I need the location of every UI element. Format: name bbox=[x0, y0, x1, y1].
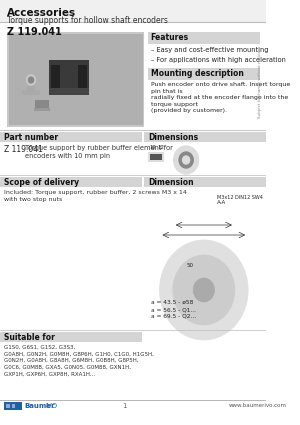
Text: 12: 12 bbox=[158, 145, 165, 150]
Text: Mounting description: Mounting description bbox=[151, 69, 244, 78]
Bar bbox=[145, 177, 266, 187]
Text: Subject to change without notice: Subject to change without notice bbox=[258, 50, 262, 118]
Bar bbox=[27, 86, 35, 90]
Text: Scope of delivery: Scope of delivery bbox=[4, 178, 79, 187]
Bar bbox=[51, 65, 60, 90]
Text: M3x12 DIN12 SW4: M3x12 DIN12 SW4 bbox=[217, 195, 263, 200]
Bar bbox=[0, 0, 266, 22]
Text: Torque supports for hollow shaft encoders: Torque supports for hollow shaft encoder… bbox=[7, 16, 168, 25]
Text: Part number: Part number bbox=[4, 133, 58, 142]
Bar bbox=[148, 152, 164, 162]
Text: a = 56.5 - Q1...: a = 56.5 - Q1... bbox=[151, 307, 196, 312]
Text: Included: Torque support, rubber buffer, 2 screws M3 x 14
with two stop nuts: Included: Torque support, rubber buffer,… bbox=[4, 190, 186, 201]
Bar bbox=[0, 332, 142, 342]
Text: Push encoder onto drive shaft. Insert torque pin that is
radially fixed at the e: Push encoder onto drive shaft. Insert to… bbox=[151, 82, 290, 113]
Text: Dimension: Dimension bbox=[148, 178, 194, 187]
Text: Suitable for: Suitable for bbox=[4, 333, 54, 342]
Bar bbox=[148, 68, 260, 80]
Circle shape bbox=[183, 156, 190, 164]
Circle shape bbox=[173, 255, 235, 325]
Text: 12: 12 bbox=[149, 145, 156, 150]
Bar bbox=[49, 60, 88, 95]
Bar bbox=[0, 177, 142, 187]
Text: a = 69.5 - Q2...: a = 69.5 - Q2... bbox=[151, 314, 196, 319]
Bar bbox=[22, 90, 40, 95]
Bar bbox=[145, 132, 266, 142]
Text: A-A: A-A bbox=[217, 200, 226, 205]
Circle shape bbox=[174, 146, 199, 174]
Text: – For applications with high acceleration: – For applications with high acceleratio… bbox=[151, 57, 286, 63]
Text: G1S0, G6S1, G1S2, G3S3,
G0A8H, G0N2H, G0M8H, G8P6H, G1H0, C1G0, H1G5H,
G0N2H, G0: G1S0, G6S1, G1S2, G3S3, G0A8H, G0N2H, G0… bbox=[4, 345, 153, 377]
Bar bbox=[9, 34, 143, 125]
Text: 1: 1 bbox=[122, 403, 126, 409]
Bar bbox=[150, 154, 162, 160]
Bar bbox=[148, 32, 260, 44]
Bar bbox=[49, 88, 88, 95]
Text: Z 119.041: Z 119.041 bbox=[4, 145, 42, 154]
Circle shape bbox=[27, 75, 35, 85]
Circle shape bbox=[193, 278, 214, 302]
Text: Z 119.041: Z 119.041 bbox=[7, 27, 62, 37]
Text: Accessories: Accessories bbox=[7, 8, 76, 18]
Circle shape bbox=[28, 77, 34, 83]
Text: a = 43.5 - ø58: a = 43.5 - ø58 bbox=[151, 300, 193, 305]
Bar bbox=[0, 132, 142, 142]
Text: Torque support by rubber buffer element for
encoders with 10 mm pin: Torque support by rubber buffer element … bbox=[25, 145, 173, 159]
Circle shape bbox=[160, 240, 248, 340]
Text: 50: 50 bbox=[186, 263, 193, 268]
Circle shape bbox=[179, 152, 193, 168]
Text: IVO: IVO bbox=[45, 403, 57, 409]
Text: – Easy and cost-effective mounting: – Easy and cost-effective mounting bbox=[151, 47, 268, 53]
Text: Dimensions: Dimensions bbox=[148, 133, 198, 142]
Bar bbox=[7, 32, 145, 127]
Bar bbox=[35, 100, 49, 108]
Bar bbox=[34, 108, 50, 111]
Bar bbox=[4, 402, 22, 410]
Bar bbox=[6, 404, 10, 408]
Text: Features: Features bbox=[151, 33, 189, 42]
Text: Baumer: Baumer bbox=[24, 403, 54, 409]
Bar bbox=[78, 65, 87, 90]
Text: www.baumerivo.com: www.baumerivo.com bbox=[229, 403, 287, 408]
Bar bbox=[11, 404, 15, 408]
